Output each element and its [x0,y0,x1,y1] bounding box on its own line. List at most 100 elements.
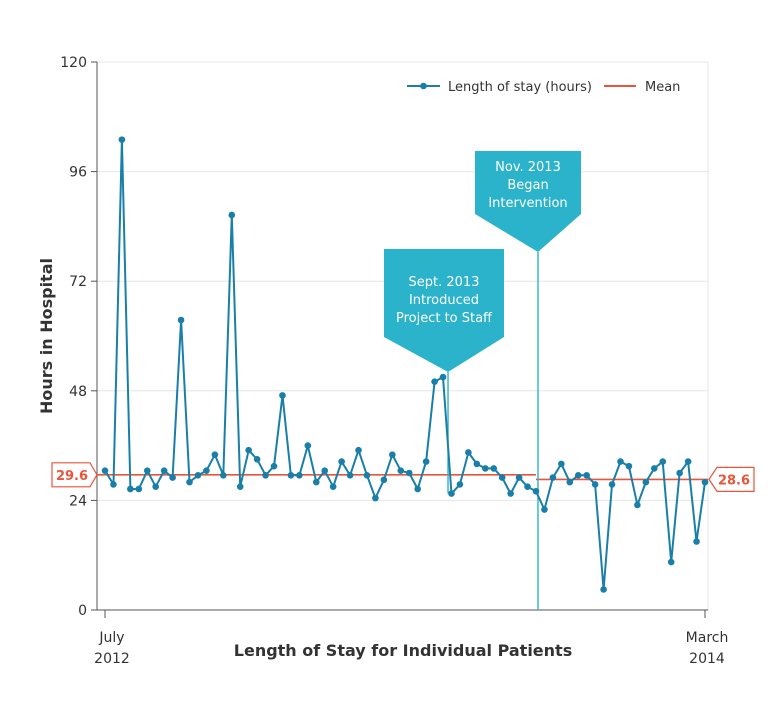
data-point [186,478,193,486]
y-axis-title: Hours in Hospital [37,258,56,414]
data-point [524,483,531,491]
data-point [228,211,236,219]
data-point [270,462,278,470]
data-point [498,474,506,481]
data-point [321,467,329,475]
data-point [439,373,447,381]
data-point [566,478,574,486]
y-tick-label: 120 [60,55,87,71]
data-point [143,467,151,475]
legend-series-marker [420,82,427,90]
mean-tag-left [51,462,98,488]
axes [91,61,708,618]
data-point [583,471,590,479]
data-point [431,378,438,385]
data-point [608,481,616,488]
y-tick-label: 48 [69,384,87,400]
data-point [296,471,303,479]
annotation-text: Introduced [409,293,479,308]
data-point [650,465,658,472]
data-point [701,478,709,486]
data-point [397,467,405,475]
axis-labels: 0 24 48 72 96 120 July 2012 March 2014 Length of S… [37,55,728,667]
data-point [110,481,117,488]
data-point [490,465,498,472]
annotation-group: Sept. 2013 Introduced Project to Staff Nov.… [384,151,581,610]
data-point [591,481,599,488]
annotation-text: Intervention [488,196,567,211]
data-point [279,392,286,399]
data-point [617,458,624,465]
data-point [355,446,362,454]
data-point [203,467,210,475]
data-point [312,478,320,486]
data-point [558,460,565,468]
data-point [549,474,557,481]
annotation-text: Sept. 2013 [409,275,480,290]
data-point [515,474,523,481]
data-point [287,471,295,479]
data-point [473,460,481,468]
data-point [372,494,379,502]
data-point [262,471,269,479]
legend: Length of stay (hours) Mean [407,80,680,95]
series-group [101,136,709,593]
data-point [507,490,514,497]
mean-value-label: 28.6 [718,473,750,488]
data-point [414,485,421,493]
mean-tag-right [708,466,755,492]
data-point [405,469,413,477]
data-point [118,136,126,143]
data-point [574,471,582,479]
x-end-label-month: March [686,630,729,646]
data-point [659,458,667,465]
data-point [642,478,650,486]
mean-value-label: 29.6 [56,469,88,484]
data-point [169,474,176,481]
data-point [127,485,134,493]
data-point [532,487,540,495]
data-point [211,451,219,459]
data-point [101,467,109,475]
data-point [152,483,160,491]
annotation-text: Project to Staff [396,311,493,326]
data-point [389,451,396,459]
data-point [465,449,472,456]
data-point [676,469,683,477]
x-start-label-month: July [98,630,124,646]
data-point [253,456,261,463]
data-point [346,471,354,479]
data-point [693,538,700,545]
data-point [625,462,633,470]
annotation-callout [475,151,581,252]
x-axis-title: Length of Stay for Individual Patients [234,641,572,660]
data-point [160,467,168,475]
legend-series-label: Length of stay (hours) [448,80,592,95]
y-tick-label: 96 [69,165,87,181]
series-line [104,138,706,591]
data-point [541,506,548,513]
data-point [304,442,312,449]
data-point [236,483,244,491]
y-tick-label: 72 [69,274,87,290]
data-point [634,501,641,509]
x-end-label-year: 2014 [689,651,725,667]
legend-mean-label: Mean [645,80,680,95]
annotation-callout [384,249,504,372]
data-point [177,316,185,324]
annotation-text: Nov. 2013 [495,160,561,175]
annotation-text: Began [507,178,548,193]
mean-line-group: 29.6 28.6 [51,462,755,492]
data-point [363,471,371,479]
data-point [422,458,430,465]
data-point [329,483,337,491]
data-point [338,458,345,465]
x-start-label-year: 2012 [94,651,130,667]
data-point [600,586,607,593]
data-point [448,490,455,497]
data-point [456,481,464,488]
data-point [667,558,675,566]
data-point [135,485,143,493]
data-point [380,476,388,484]
